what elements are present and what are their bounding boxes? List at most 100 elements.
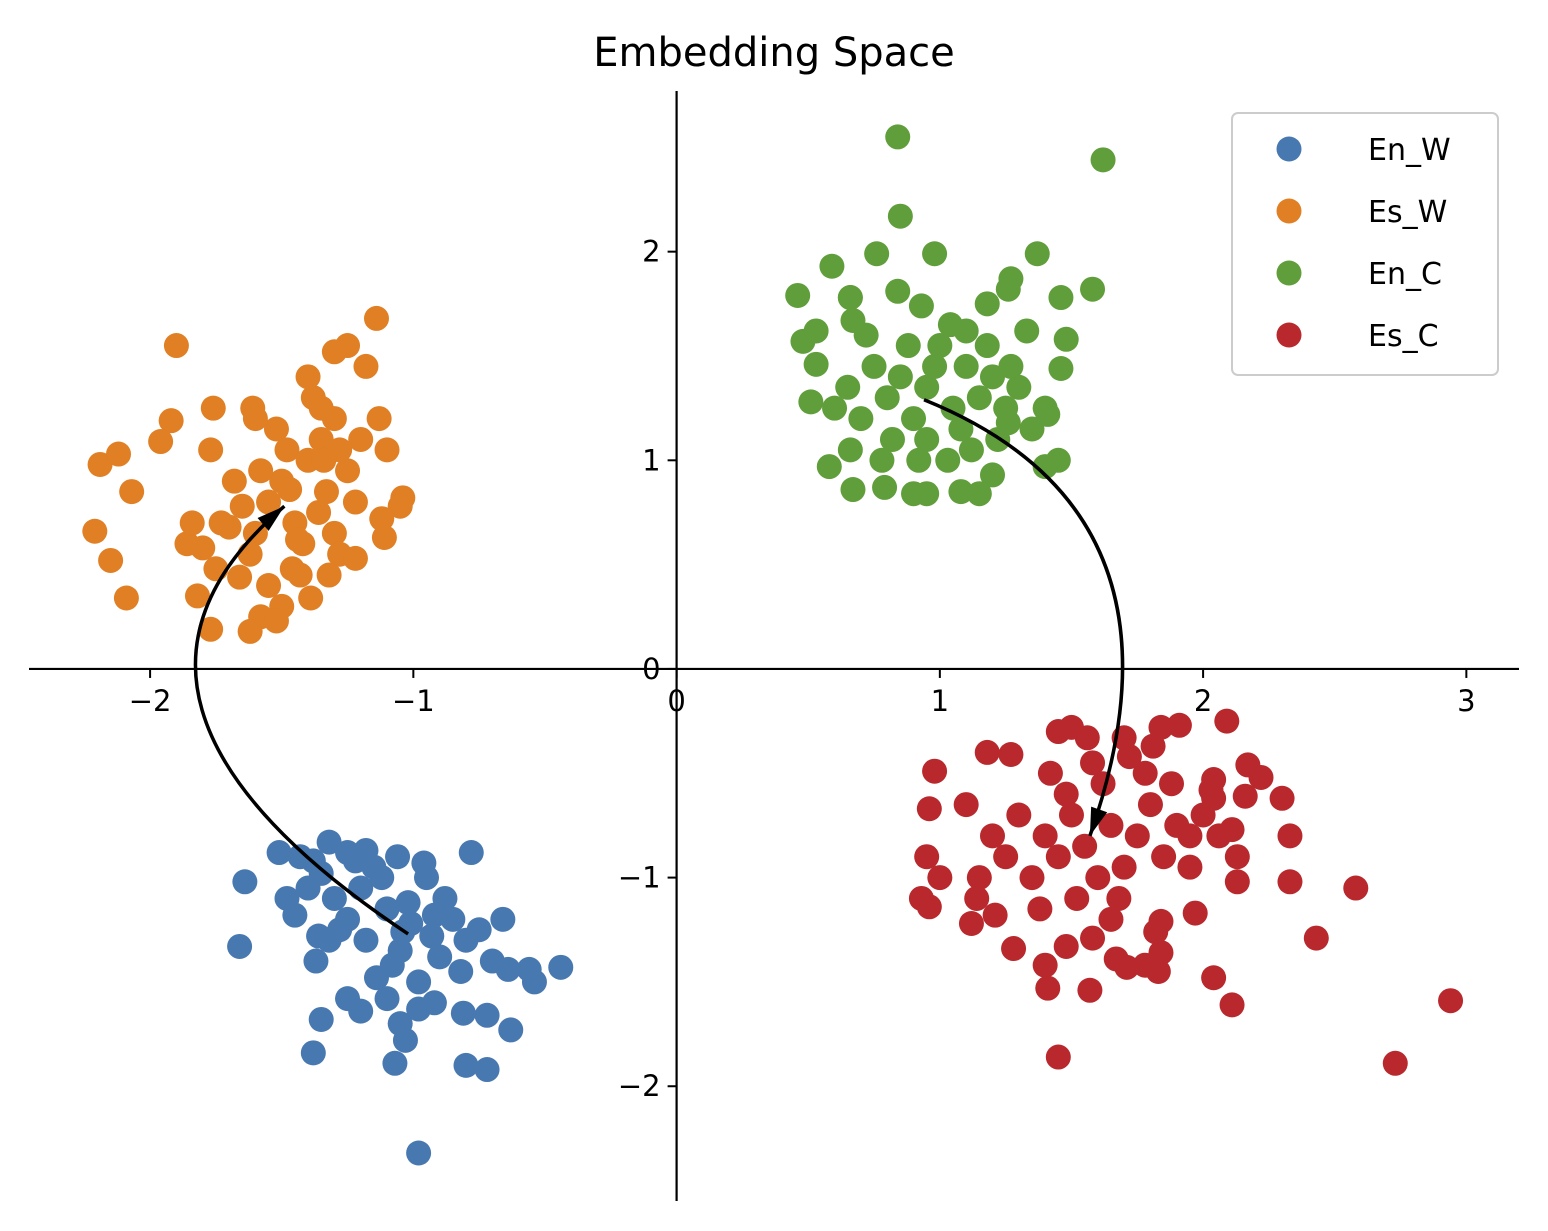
legend: En_W Es_W En_C Es_C [1231, 112, 1499, 376]
data-point-es-c [1277, 823, 1303, 849]
data-point-en-w [321, 885, 347, 911]
data-point-es-c [1053, 781, 1079, 807]
data-point-en-w [300, 1040, 326, 1066]
data-point-es-c [1116, 744, 1142, 770]
data-point-es-w [256, 489, 282, 515]
data-point-es-w [387, 493, 413, 519]
data-point-es-w [237, 541, 263, 567]
x-tick-label: 0 [667, 684, 685, 718]
data-point-es-w [321, 520, 347, 546]
data-point-es-c [1182, 900, 1208, 926]
data-point-es-w [242, 406, 268, 432]
data-point-es-w [298, 585, 324, 611]
data-point-es-w [203, 556, 229, 582]
data-point-en-c [922, 241, 948, 267]
data-point-en-w [306, 923, 332, 949]
arrow-curve-2 [923, 398, 1125, 837]
data-point-en-w [421, 902, 447, 928]
data-point-en-c [995, 410, 1021, 436]
data-point-es-w [248, 458, 274, 484]
data-point-en-w [392, 1027, 418, 1053]
data-point-es-w [208, 510, 234, 536]
data-point-es-w [98, 547, 124, 573]
data-point-en-c [887, 364, 913, 390]
data-point-en-c [819, 253, 845, 279]
data-point-en-c [1024, 241, 1050, 267]
data-point-en-c [966, 481, 992, 507]
data-point-es-w [190, 535, 216, 561]
data-point-es-c [1085, 865, 1111, 891]
data-point-es-c [1214, 708, 1240, 734]
data-point-en-c [995, 276, 1021, 302]
data-point-es-c [1137, 792, 1163, 818]
data-point-es-c [1032, 952, 1058, 978]
data-point-es-w [306, 499, 332, 525]
data-point-es-c [998, 741, 1024, 767]
data-point-es-c [1027, 896, 1053, 922]
data-point-en-w [448, 958, 474, 984]
arrow-curve-1 [193, 504, 410, 936]
data-point-es-c [1074, 725, 1100, 751]
data-point-en-c [816, 454, 842, 480]
data-point-es-w [184, 583, 210, 609]
data-point-en-c [895, 333, 921, 359]
data-point-es-c [1224, 869, 1250, 895]
x-tick-label: 3 [1457, 684, 1475, 718]
data-point-es-w [348, 426, 374, 452]
data-point-es-c [1080, 925, 1106, 951]
data-point-en-c [885, 124, 911, 150]
data-point-en-c [1019, 416, 1045, 442]
data-point-es-c [1098, 812, 1124, 838]
data-point-es-c [974, 739, 1000, 765]
data-point-es-w [113, 585, 139, 611]
data-point-en-w [374, 986, 400, 1012]
data-point-en-c [979, 364, 1005, 390]
data-point-es-w [295, 364, 321, 390]
legend-marker [1276, 260, 1302, 286]
data-point-en-w [266, 840, 292, 866]
data-point-es-c [1077, 977, 1103, 1003]
data-point-en-c [974, 333, 1000, 359]
data-point-en-w [490, 906, 516, 932]
data-point-es-c [1098, 906, 1124, 932]
data-point-en-w [406, 969, 432, 995]
arrow-annotations [193, 398, 1125, 936]
data-point-en-c [803, 351, 829, 377]
data-point-en-w [316, 829, 342, 855]
data-point-es-c [1343, 875, 1369, 901]
chart-title: Embedding Space [593, 30, 954, 76]
data-point-es-w [263, 608, 289, 634]
data-point-es-c [966, 865, 992, 891]
data-point-en-c [908, 293, 934, 319]
data-point-en-w [385, 844, 411, 870]
x-tick-label: 1 [931, 684, 949, 718]
data-point-es-w [263, 416, 289, 442]
data-point-en-c [948, 416, 974, 442]
data-point-es-w [87, 451, 113, 477]
data-point-es-w [313, 479, 339, 505]
data-point-es-w [342, 489, 368, 515]
data-point-en-w [406, 1140, 432, 1166]
data-point-es-w [148, 429, 174, 455]
data-point-es-w [179, 510, 205, 536]
data-point-es-w [369, 506, 395, 532]
data-point-en-w [466, 917, 492, 943]
data-point-en-c [864, 241, 890, 267]
data-point-es-c [1006, 802, 1032, 828]
data-point-es-w [163, 333, 189, 359]
data-point-es-c [1177, 823, 1203, 849]
data-point-en-w [335, 840, 361, 866]
data-point-es-c [1145, 958, 1171, 984]
data-point-es-c [1382, 1050, 1408, 1076]
data-point-en-c [1048, 285, 1074, 311]
data-point-en-w [498, 1017, 524, 1043]
data-point-es-w [158, 408, 184, 434]
data-point-es-c [1001, 936, 1027, 962]
data-point-es-w [221, 468, 247, 494]
legend-label: En_C [1368, 257, 1442, 292]
data-point-es-c [914, 844, 940, 870]
data-point-es-c [1232, 783, 1258, 809]
data-point-en-c [869, 447, 895, 473]
data-point-es-c [1035, 975, 1061, 1001]
data-point-es-c [964, 885, 990, 911]
